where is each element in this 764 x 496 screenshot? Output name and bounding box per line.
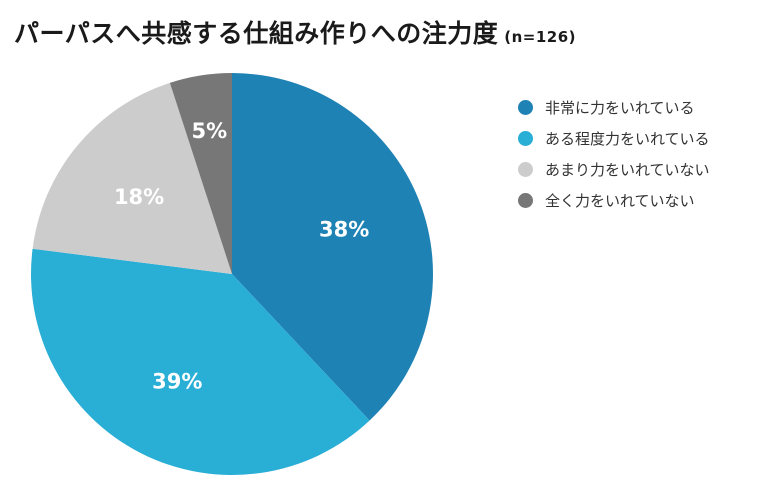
chart-subtitle: (n=126) bbox=[504, 28, 577, 46]
legend-swatch bbox=[518, 193, 533, 208]
legend-label: 非常に力をいれている bbox=[545, 99, 695, 117]
slice-not-much-focused bbox=[32, 82, 232, 274]
slice-not-focused bbox=[169, 73, 232, 274]
legend-item: 非常に力をいれている bbox=[518, 92, 710, 123]
legend-label: 全く力をいれていない bbox=[545, 192, 695, 210]
slice-value-label: 39% bbox=[152, 369, 202, 393]
legend-item: 全く力をいれていない bbox=[518, 185, 710, 216]
legend-label: あまり力をいれていない bbox=[545, 161, 710, 179]
legend-swatch bbox=[518, 100, 533, 115]
slice-very-focused bbox=[232, 73, 433, 421]
legend: 非常に力をいれている ある程度力をいれている あまり力をいれていない 全く力をいれてい… bbox=[518, 92, 710, 216]
slice-value-label: 18% bbox=[114, 185, 164, 209]
slice-value-label: 38% bbox=[319, 218, 369, 242]
legend-item: あまり力をいれていない bbox=[518, 154, 710, 185]
slice-value-label: 5% bbox=[192, 119, 228, 143]
legend-item: ある程度力をいれている bbox=[518, 123, 710, 154]
chart-title-text: パーパスへ共感する仕組み作りへの注力度 bbox=[14, 19, 499, 48]
chart-title: パーパスへ共感する仕組み作りへの注力度 (n=126) bbox=[14, 14, 576, 50]
legend-swatch bbox=[518, 162, 533, 177]
legend-swatch bbox=[518, 131, 533, 146]
legend-label: ある程度力をいれている bbox=[545, 130, 710, 148]
slice-somewhat-focused bbox=[31, 248, 370, 475]
